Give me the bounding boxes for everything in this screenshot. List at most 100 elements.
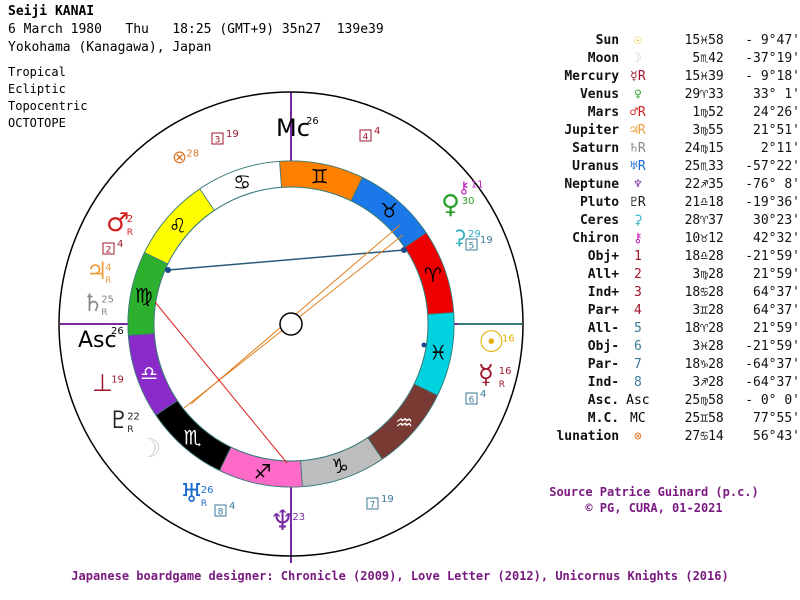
planet-position: 3♐28: [684, 375, 724, 390]
retrograde-marker: R: [127, 228, 133, 238]
octotope-box: [366, 497, 379, 510]
sign-glyph-icon: ♊: [311, 165, 329, 189]
sign-glyph-icon: ♎: [140, 361, 158, 385]
sign-glyph-icon: ♑: [331, 454, 349, 478]
planet-name: Venus: [579, 87, 620, 102]
planet-position: 3♍28: [684, 267, 724, 282]
octotope-box-degree: 4: [374, 126, 380, 137]
planet-glyph-icon: ♄R: [630, 141, 646, 156]
planet-latitude: 77°55': [753, 411, 800, 426]
octotope-box: [465, 392, 478, 405]
planet-latitude: -19°36': [745, 195, 800, 210]
wheel-planet-degree: 22: [127, 412, 140, 423]
planet-row: Ceres ⚳ 28♈37 30°23': [540, 212, 800, 230]
wheel-planet-icon: ♂: [106, 208, 129, 238]
planet-row: Ind- 8 3♐28 -64°37': [540, 374, 800, 392]
option-house-system: OCTOTOPE: [8, 116, 66, 130]
planet-latitude: - 9°47': [745, 33, 800, 48]
octotope-box-degree: 19: [381, 494, 394, 505]
planet-name: Neptune: [564, 177, 620, 192]
wheel-planet-icon: ⚷: [458, 178, 470, 197]
wheel-planet-icon: ⊥: [92, 369, 113, 397]
wheel-planet-degree: 16: [502, 334, 515, 345]
planet-glyph-icon: ⚷: [633, 231, 643, 246]
planet-name: Mars: [587, 105, 620, 120]
planet-latitude: -57°22': [745, 159, 800, 174]
sign-glyph-icon: ♈: [424, 263, 442, 287]
wheel-planet-icon: ⚳: [452, 225, 467, 249]
planet-position: 15♓39: [684, 69, 724, 84]
option-zodiac: Tropical: [8, 65, 66, 79]
planet-position: 18♎28: [684, 249, 724, 264]
planet-glyph-icon: ♃R: [630, 123, 646, 138]
aspect-node: [401, 247, 407, 253]
aspect-line-blue: [167, 249, 405, 271]
planet-name: Ceres: [579, 213, 620, 228]
wheel-planet-icon: ♆: [270, 504, 295, 537]
octotope-box-number: 3: [215, 136, 221, 146]
planet-row: Obj- 6 3♓28 -21°59': [540, 338, 800, 356]
chart-name: Seiji KANAI: [8, 4, 95, 19]
retrograde-marker: R: [101, 308, 107, 318]
wheel-planet-degree: 16: [499, 366, 512, 377]
octotope-box-degree: 4: [480, 389, 486, 400]
planet-name: Par+: [587, 303, 620, 318]
planet-glyph-icon: 4: [633, 303, 642, 318]
sign-glyph-icon: ♒: [395, 410, 413, 434]
wheel-planet-degree: 4: [105, 263, 111, 274]
sign-glyph-icon: ♋: [233, 170, 251, 194]
planet-glyph-icon: 8: [633, 375, 642, 390]
retrograde-marker: R: [201, 499, 207, 509]
planet-position: 3♊28: [684, 303, 724, 318]
planet-position: 18♋28: [684, 285, 724, 300]
planet-position: 15♓58: [684, 33, 724, 48]
octotope-box-number: 8: [218, 508, 224, 518]
wheel-planet-icon: ☉: [478, 325, 505, 360]
birth-datetime: 6 March 1980 Thu 18:25 (GMT+9) 35n27 139…: [8, 22, 384, 37]
planet-position: 22♐35: [684, 177, 724, 192]
planet-row: Obj+ 1 18♎28 -21°59': [540, 248, 800, 266]
planet-row: Pluto ♇R 21♎18 -19°36': [540, 194, 800, 212]
planet-latitude: - 9°18': [745, 69, 800, 84]
wheel-planet-degree: 29: [468, 229, 481, 240]
planet-latitude: -21°59': [745, 339, 800, 354]
planet-latitude: 30°23': [753, 213, 800, 228]
planet-glyph-icon: ☽: [633, 51, 642, 66]
planet-latitude: 21°59': [753, 267, 800, 282]
option-coordinates: Ecliptic: [8, 82, 66, 96]
source-credit: Source Patrice Guinard (p.c.) © PG, CURA…: [538, 484, 770, 516]
footer-caption: Japanese boardgame designer: Chronicle (…: [71, 569, 729, 583]
planet-row: Mercury ☿R 15♓39 - 9°18': [540, 68, 800, 86]
planet-glyph-icon: 3: [633, 285, 642, 300]
planet-glyph-icon: ♆: [633, 177, 642, 192]
planet-name: Moon: [587, 51, 620, 66]
planet-glyph-icon: 5: [633, 321, 642, 336]
planet-glyph-icon: ☿R: [630, 69, 646, 84]
mc-degree: 26: [306, 116, 319, 127]
octotope-box-number: 6: [469, 396, 475, 406]
planet-table: Sun ☉ 15♓58 - 9°47' Moon ☽ 5♏42 -37°19' Mercury…: [540, 32, 800, 446]
planet-row: Neptune ♆ 22♐35 -76° 8': [540, 176, 800, 194]
planet-latitude: -76° 8': [745, 177, 800, 192]
planet-row: Ind+ 3 18♋28 64°37': [540, 284, 800, 302]
retrograde-marker: R: [499, 380, 505, 390]
wheel-planet-degree: 23: [292, 512, 305, 523]
sign-glyph-icon: ♌: [169, 214, 187, 238]
planet-latitude: 24°26': [753, 105, 800, 120]
planet-latitude: 2°11': [753, 141, 800, 156]
sign-glyph-icon: ♍: [135, 283, 153, 307]
wheel-planet-degree: 30: [462, 196, 475, 207]
copyright-line: © PG, CURA, 01-2021: [585, 501, 723, 515]
retrograde-marker: R: [105, 276, 111, 286]
octotope-box-number: 7: [370, 501, 376, 511]
planet-row: Par- 7 18♑28 -64°37': [540, 356, 800, 374]
planet-name: Obj-: [587, 339, 620, 354]
planet-row: Jupiter ♃R 3♍55 21°51': [540, 122, 800, 140]
wheel-planet-icon: ☿: [478, 360, 494, 390]
planet-row: Asc. Asc 25♍58 - 0° 0': [540, 392, 800, 410]
planet-glyphs: ☉16☿ 16R♀ 30⚳ 29⚷ 11♂2R♃4R♄25R♇22R☽♅26R ♆23⊗ 2…: [82, 147, 515, 537]
planet-name: All-: [587, 321, 620, 336]
planet-position: 24♍15: [684, 141, 724, 156]
planet-glyph-icon: 2: [633, 267, 642, 282]
